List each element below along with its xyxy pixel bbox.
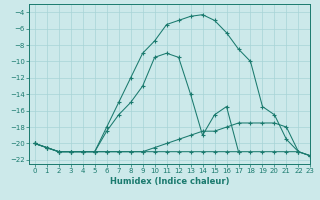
X-axis label: Humidex (Indice chaleur): Humidex (Indice chaleur) [110, 177, 229, 186]
